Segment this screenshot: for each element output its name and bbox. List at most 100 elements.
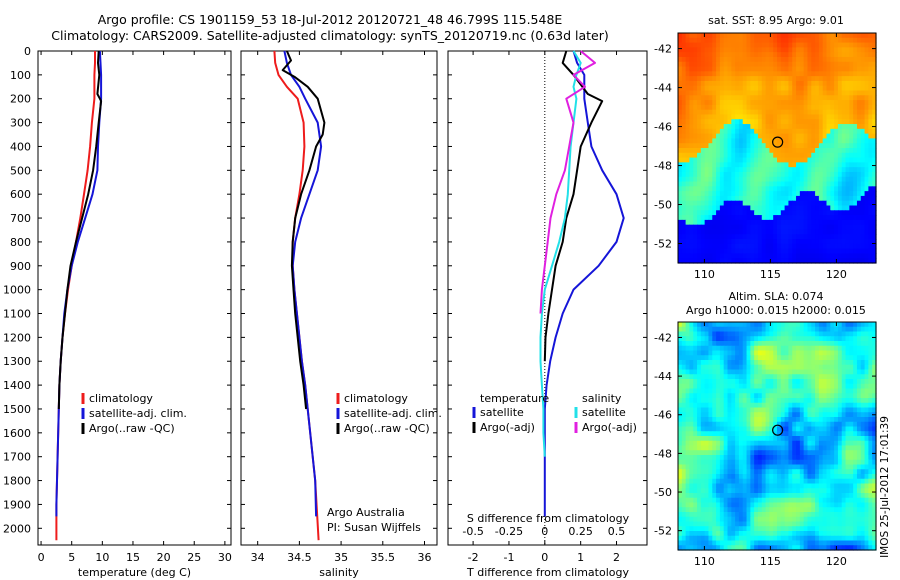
sst-map-cell [811, 66, 816, 72]
sla-map-cell [738, 431, 744, 437]
sla-map-cell [738, 426, 744, 432]
sst-map-cell [735, 90, 740, 96]
sst-map-cell [773, 152, 778, 159]
sst-map-cell [750, 258, 755, 264]
sla-map-cell [761, 421, 767, 428]
sst-map-cell [826, 171, 831, 178]
sla-map-cell [723, 440, 729, 447]
sst-map-cell [796, 205, 801, 211]
sst-map-cell [872, 71, 877, 77]
sla-map-cell [864, 341, 869, 347]
sst-map-cell [746, 239, 751, 245]
sst-map-cell [818, 248, 824, 255]
sst-map-cell [792, 234, 797, 240]
sst-map-cell [777, 239, 782, 245]
sst-map-cell [773, 239, 778, 245]
sst-map-cell [845, 76, 850, 82]
sla-map-cell [750, 417, 755, 423]
sla-map-cell [769, 516, 774, 523]
sst-map-cell [796, 66, 801, 72]
sst-map-cell [681, 195, 687, 202]
sla-map-cell [822, 440, 828, 447]
sst-map-cell [761, 33, 767, 39]
sst-map-cell [853, 85, 858, 92]
sla-map-cell [678, 488, 683, 494]
sst-map-cell [777, 119, 782, 125]
sst-map-cell [742, 114, 748, 120]
sst-map-cell [872, 167, 877, 173]
sla-map-cell [681, 440, 687, 447]
sst-map-cell [777, 33, 782, 39]
sla-map-cell [708, 322, 713, 328]
sla-map-cell [757, 497, 763, 504]
sst-map-cell [864, 200, 869, 207]
sla-map-cell [681, 364, 687, 371]
sla-map-cell [712, 355, 717, 361]
sla-map-cell [845, 459, 850, 466]
sst-map-cell [853, 33, 858, 39]
sst-map-cell [777, 47, 782, 53]
sla-map-cell [807, 364, 812, 371]
sst-map-cell [735, 66, 740, 72]
sst-map-cell [731, 210, 736, 216]
sst-map-cell [830, 56, 835, 63]
sst-map-cell [742, 95, 748, 101]
sla-map-cell [735, 374, 740, 380]
sla-map-cell [792, 322, 797, 328]
sst-map-cell [765, 95, 770, 101]
sst-map-cell [780, 253, 786, 259]
sst-map-cell [727, 138, 732, 144]
sst-map-cell [856, 85, 862, 92]
sst-map-cell [853, 71, 858, 77]
sla-map-cell [818, 507, 824, 513]
sst-map-cell [777, 109, 782, 116]
sla-map-cell [845, 450, 850, 456]
sst-map-cell [822, 171, 828, 178]
sst-map-cell [780, 56, 786, 63]
sst-map-cell [860, 90, 866, 96]
sst-map-cell [864, 243, 869, 250]
sst-map-cell [716, 33, 721, 39]
sst-map-cell [822, 239, 828, 245]
sst-map-cell [853, 181, 858, 187]
sst-map-cell [678, 90, 683, 96]
sla-map-cell [784, 459, 790, 466]
sla-map-cell [704, 345, 710, 352]
sla-map-cell [818, 421, 824, 428]
sst-map-cell [818, 109, 824, 116]
sst-map-cell [685, 95, 691, 101]
sst-map-cell [761, 66, 767, 72]
sst-map-cell [685, 171, 691, 178]
sst-map-cell [689, 210, 694, 216]
sst-map-cell [837, 71, 843, 77]
sla-map-cell [754, 459, 759, 466]
sst-map-cell [811, 229, 816, 235]
sla-map-cell [792, 507, 797, 513]
sla-map-cell [708, 388, 713, 394]
sdiff-tick-label: -0.5 [462, 525, 483, 538]
sla-map-cell [841, 478, 847, 485]
sst-map-cell [697, 210, 702, 216]
sla-map-cell [872, 374, 877, 380]
sla-map-cell [769, 388, 774, 394]
sla-map-cell [837, 421, 843, 428]
sla-map-cell [826, 326, 831, 333]
sla-map-cell [792, 459, 797, 466]
sla-map-cell [818, 417, 824, 423]
sst-map-cell [818, 71, 824, 77]
sla-map-cell [872, 469, 877, 475]
sst-map-cell [799, 186, 805, 192]
sst-map-cell [872, 243, 877, 250]
sla-map-cell [784, 369, 790, 375]
sst-map-cell [731, 76, 736, 82]
sst-map-cell [792, 205, 797, 211]
sla-map-cell [723, 341, 729, 347]
sst-map-cell [826, 186, 831, 192]
sst-map-cell [750, 133, 755, 140]
sst-map-cell [731, 114, 736, 120]
sla-map-cell [826, 388, 831, 394]
sla-map-cell [712, 440, 717, 447]
sla-map-cell [773, 512, 778, 518]
sla-map-cell [757, 350, 763, 356]
sst-map-cell [769, 119, 774, 125]
